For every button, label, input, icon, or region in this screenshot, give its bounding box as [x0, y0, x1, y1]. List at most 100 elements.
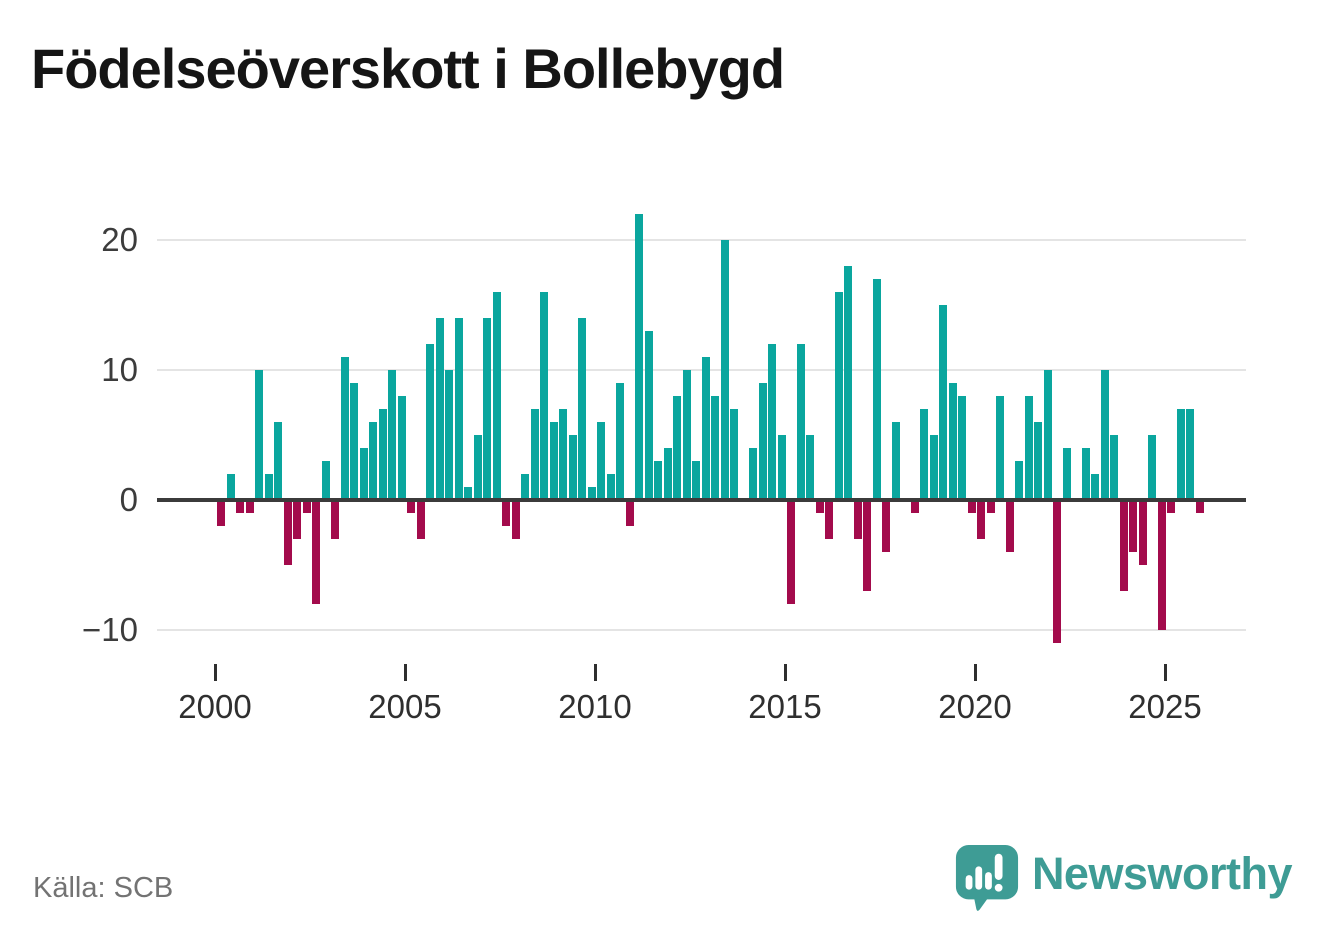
y-tick-label-0: 0 [119, 481, 138, 518]
bar [549, 422, 558, 500]
newsworthy-logo-icon [955, 845, 1018, 911]
bar [1100, 370, 1109, 500]
bar [511, 500, 520, 539]
bar [217, 500, 225, 526]
bar [454, 318, 463, 500]
x-tick-mark [784, 664, 787, 681]
bar [302, 500, 311, 513]
x-tick-label-2010: 2010 [558, 688, 632, 725]
bar [606, 474, 615, 500]
bar [331, 500, 339, 539]
bar [758, 383, 767, 500]
bar [293, 500, 301, 539]
bar [1005, 500, 1014, 552]
y-tick-label-10: 10 [101, 351, 138, 388]
bar [1167, 500, 1175, 513]
bar [673, 396, 681, 500]
bar [1015, 461, 1023, 500]
bar [283, 500, 292, 565]
bar [815, 500, 824, 513]
gridline-minus10 [157, 629, 1246, 631]
bar [701, 357, 710, 500]
source-caption: Källa: SCB [33, 872, 174, 904]
bar [1034, 422, 1042, 500]
bar [891, 422, 900, 500]
bar [720, 240, 729, 500]
bar [397, 396, 406, 500]
bar [255, 370, 263, 500]
x-tick-mark [214, 664, 217, 681]
x-tick-label-2000: 2000 [178, 688, 252, 725]
x-tick-label-2020: 2020 [938, 688, 1012, 725]
brand-footer: Newsworthy [954, 842, 1293, 914]
bar [426, 344, 434, 500]
bar [787, 500, 795, 604]
x-tick-mark [594, 664, 597, 681]
bar [359, 448, 368, 500]
y-tick-label-minus10: −10 [82, 611, 138, 648]
bar [730, 409, 738, 500]
bar [777, 435, 786, 500]
bar [996, 396, 1004, 500]
bar [967, 500, 976, 513]
bar [274, 422, 282, 500]
x-tick-label-2025: 2025 [1128, 688, 1202, 725]
bar [483, 318, 491, 500]
bar [578, 318, 586, 500]
bar [473, 435, 482, 500]
bar [464, 487, 472, 500]
bar [568, 435, 577, 500]
bar [321, 461, 330, 500]
x-tick-mark [974, 664, 977, 681]
bar [1024, 396, 1033, 500]
bar [416, 500, 425, 539]
chart-title: Födelseöverskott i Bollebygd [31, 37, 785, 100]
bar [521, 474, 529, 500]
bar [1176, 409, 1185, 500]
bar [312, 500, 320, 604]
bar [977, 500, 985, 539]
bar [910, 500, 919, 513]
bar [1157, 500, 1166, 630]
bar [378, 409, 387, 500]
bar [350, 383, 358, 500]
bar [264, 474, 273, 500]
bar [644, 331, 653, 500]
bar [939, 305, 947, 500]
bar [559, 409, 567, 500]
bar [502, 500, 510, 526]
x-tick-mark [404, 664, 407, 681]
bar [1138, 500, 1147, 565]
bar [1062, 448, 1071, 500]
bar [388, 370, 396, 500]
zero-axis-line [157, 498, 1246, 502]
bar [625, 500, 634, 526]
bar [986, 500, 995, 513]
brand-name: Newsworthy [1031, 848, 1293, 899]
x-tick-label-2005: 2005 [368, 688, 442, 725]
bar [806, 435, 814, 500]
bar [1119, 500, 1128, 591]
bar [1186, 409, 1194, 500]
bar [825, 500, 833, 539]
bar [882, 500, 890, 552]
bar [768, 344, 776, 500]
bar [1081, 448, 1090, 500]
bar [340, 357, 349, 500]
x-tick-label-2015: 2015 [748, 688, 822, 725]
bar [530, 409, 539, 500]
bar [711, 396, 719, 500]
y-tick-label-20: 20 [101, 221, 138, 258]
bar [948, 383, 957, 500]
bar [834, 292, 843, 500]
bar [1195, 500, 1204, 513]
bar [654, 461, 662, 500]
bar [236, 500, 244, 513]
bar [245, 500, 254, 513]
bar [863, 500, 871, 591]
bar [407, 500, 415, 513]
bar [1129, 500, 1137, 552]
bar [1148, 435, 1156, 500]
gridline-20 [157, 239, 1246, 241]
